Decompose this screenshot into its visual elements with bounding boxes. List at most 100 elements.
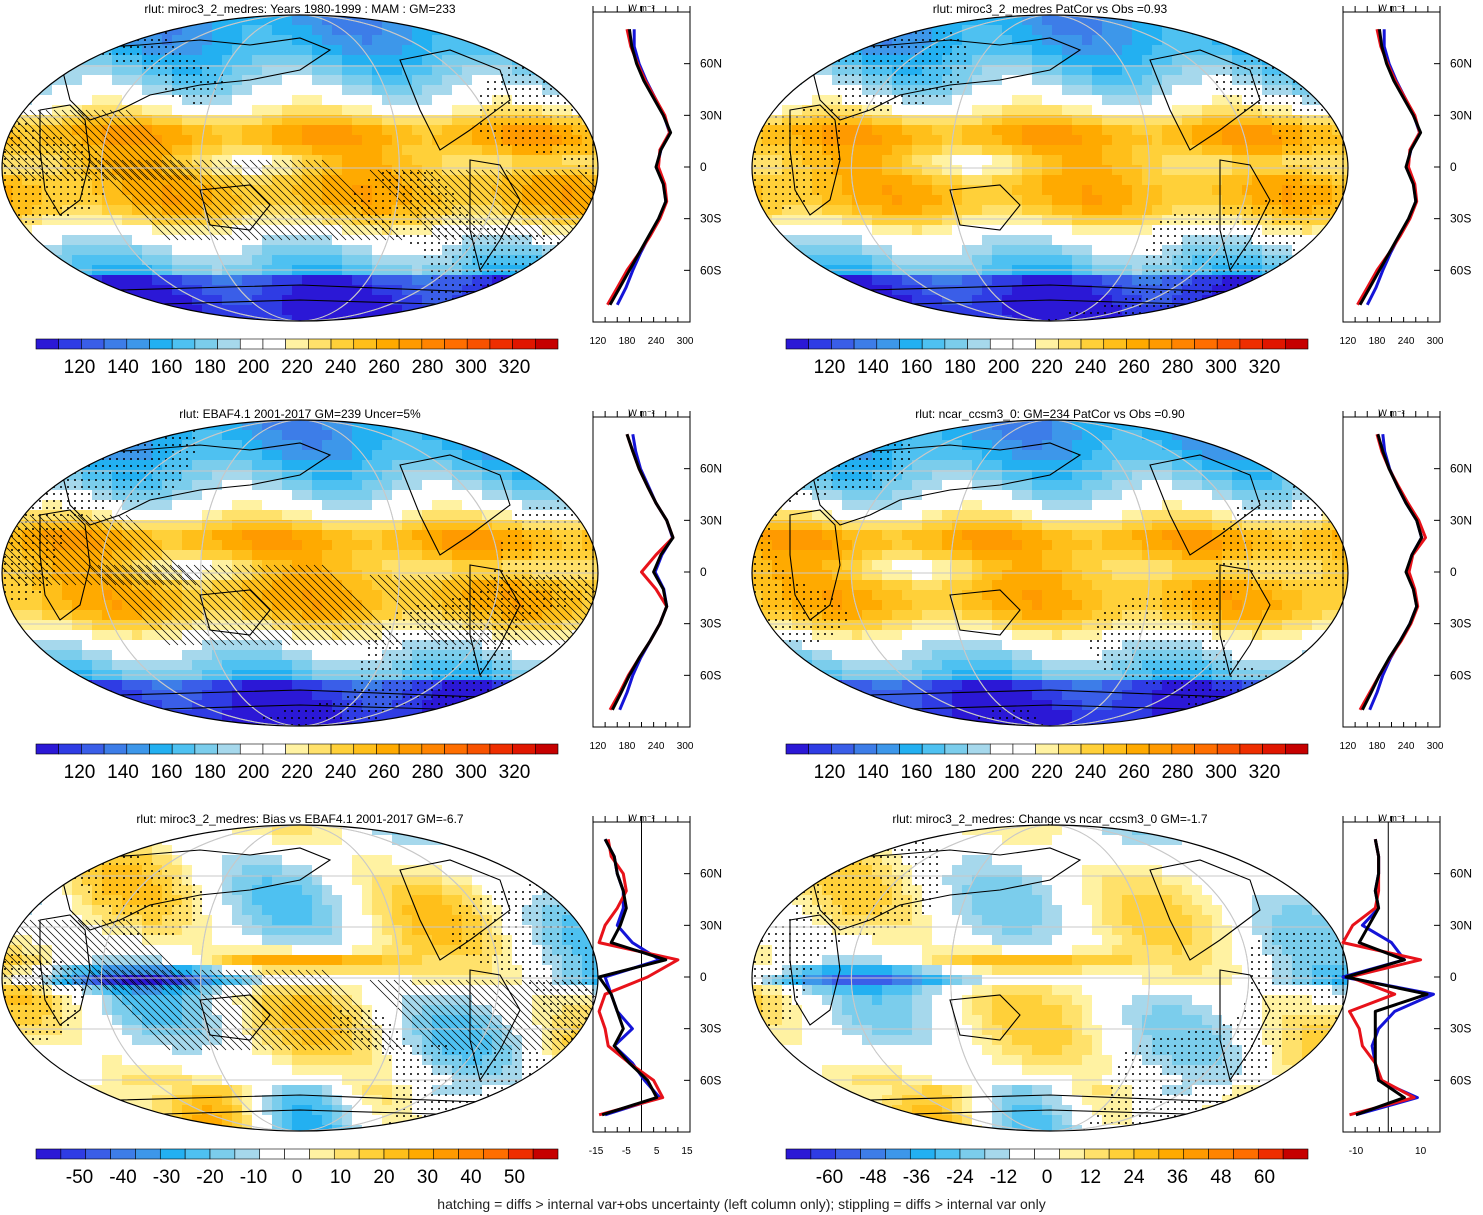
colorbar-swatch <box>989 338 1014 350</box>
colorbar-swatch <box>1282 1148 1309 1160</box>
colorbar-label: 240 <box>325 762 357 783</box>
zonal-x-tick-label: 240 <box>1398 741 1415 752</box>
lat-tick-label: 30S <box>1450 212 1471 226</box>
colorbar-label: 12 <box>1080 1167 1101 1188</box>
colorbar-swatch <box>309 1148 335 1160</box>
lat-tick-label: 60S <box>700 668 721 682</box>
colorbar-label: 300 <box>455 357 487 378</box>
colorbar-swatch <box>444 743 468 755</box>
colorbar-swatch <box>285 338 309 350</box>
zonal-x-tick-label: 300 <box>1427 336 1444 347</box>
colorbar-label: -20 <box>196 1167 223 1188</box>
lat-tick-label: 30N <box>1450 918 1472 932</box>
colorbar-swatch <box>126 338 150 350</box>
lat-tick-label: 60N <box>1450 57 1472 71</box>
colorbar-label: -36 <box>903 1167 930 1188</box>
chart-panel-1: rlut: miroc3_2_medres: Years 1980-1999 :… <box>0 0 740 400</box>
colorbar-label: 200 <box>238 357 270 378</box>
chart-panel-3: rlut: EBAF4.1 2001-2017 GM=239 Uncer=5% 1… <box>0 405 740 805</box>
colorbar-label: 220 <box>1031 357 1063 378</box>
chart-panel-4: rlut: ncar_ccsm3_0: GM=234 PatCor vs Obs… <box>750 405 1483 805</box>
chart-panel-5: rlut: miroc3_2_medres: Bias vs EBAF4.1 2… <box>0 810 740 1210</box>
colorbar-label: 320 <box>499 357 531 378</box>
colorbar-swatch <box>103 743 128 755</box>
colorbar-label: 160 <box>151 357 183 378</box>
lat-tick-label: 30N <box>1450 513 1472 527</box>
panel-title: rlut: miroc3_2_medres PatCor vs Obs =0.9… <box>932 2 1168 16</box>
colorbar-swatch <box>1059 1148 1085 1160</box>
colorbar-swatch <box>967 338 991 350</box>
colorbar-swatch <box>1080 338 1105 350</box>
colorbar-swatch <box>408 1148 435 1160</box>
colorbar-swatch <box>944 743 968 755</box>
map-outline <box>751 419 1349 727</box>
zonal-line-model <box>1344 838 1429 1117</box>
panel-title: rlut: EBAF4.1 2001-2017 GM=239 Uncer=5% <box>179 407 421 421</box>
colorbar-swatch <box>507 1148 534 1160</box>
lat-tick-label: 0 <box>1450 970 1457 984</box>
colorbar: 120 140 160 180 200 220 240 260 280 300 320 <box>35 338 559 378</box>
colorbar-swatch <box>1148 743 1173 755</box>
colorbar-swatch <box>831 743 855 755</box>
colorbar-swatch <box>1126 743 1150 755</box>
colorbar-label: 30 <box>417 1167 438 1188</box>
zonal-x-tick-label: -15 <box>589 1146 604 1157</box>
colorbar-swatch <box>421 338 445 350</box>
colorbar-swatch <box>899 338 923 350</box>
colorbar-swatch <box>1183 1148 1209 1160</box>
colorbar-label: 24 <box>1123 1167 1145 1188</box>
colorbar-label: 10 <box>330 1167 351 1188</box>
lat-tick-label: 60N <box>1450 867 1472 881</box>
lat-tick-label: 60S <box>1450 263 1471 277</box>
panel-figure: -60 -48 -36 -24 -12 0 12 24 36 48 60 W m⁻² 60N 30N 0 30… <box>751 813 1472 1188</box>
zonal-mean-plot: W m⁻² 60N 30N 0 30S 60S 120 180 240 300 <box>1340 408 1473 752</box>
colorbar-swatch <box>1080 743 1105 755</box>
colorbar-swatch <box>876 338 900 350</box>
figure-footer: hatching = diffs > internal var+obs unce… <box>437 1196 1046 1212</box>
zonal-unit-label: W m⁻² <box>1378 408 1404 418</box>
colorbar-label: 140 <box>107 357 139 378</box>
zonal-unit-label: W m⁻² <box>628 408 654 418</box>
lat-tick-label: 0 <box>1450 565 1457 579</box>
map-field <box>752 825 1348 1131</box>
colorbar-swatch <box>358 1148 385 1160</box>
lat-tick-label: 60N <box>700 462 722 476</box>
chart-panel-6: rlut: miroc3_2_medres: Change vs ncar_cc… <box>750 810 1483 1210</box>
zonal-line-model <box>597 838 668 1117</box>
colorbar-label: 160 <box>151 762 183 783</box>
lat-tick-label: 60N <box>1450 462 1472 476</box>
colorbar-label: 220 <box>281 762 313 783</box>
colorbar-swatch <box>1171 743 1195 755</box>
colorbar-swatch <box>535 338 559 350</box>
colorbar-swatch <box>909 1148 936 1160</box>
panel-figure: 120 140 160 180 200 220 240 260 280 300 320 W m⁻² 60… <box>1 408 722 783</box>
colorbar: -50 -40 -30 -20 -10 0 10 20 30 40 50 <box>35 1148 559 1188</box>
colorbar-swatch <box>1257 1148 1284 1160</box>
colorbar-swatch <box>458 1148 484 1160</box>
colorbar-label: 220 <box>281 357 313 378</box>
zonal-x-tick-label: 240 <box>648 741 665 752</box>
zonal-x-tick-label: 120 <box>590 741 607 752</box>
colorbar-label: -30 <box>153 1167 180 1188</box>
zonal-line-obs-blue <box>1365 29 1422 306</box>
colorbar-swatch <box>1216 743 1241 755</box>
colorbar-swatch <box>885 1148 911 1160</box>
zonal-line-obs-red <box>1341 838 1423 1117</box>
colorbar-swatch <box>81 743 105 755</box>
colorbar-swatch <box>35 338 59 350</box>
colorbar-swatch <box>1158 1148 1185 1160</box>
zonal-line-model <box>608 28 673 306</box>
colorbar-swatch <box>284 1148 310 1160</box>
colorbar-swatch <box>512 743 536 755</box>
colorbar-swatch <box>135 1148 161 1160</box>
colorbar-label: 300 <box>1205 762 1237 783</box>
colorbar-swatch <box>85 1148 111 1160</box>
colorbar-swatch <box>1208 1148 1234 1160</box>
colorbar-label: 200 <box>988 762 1020 783</box>
colorbar-label: 36 <box>1167 1167 1188 1188</box>
zonal-mean-frame <box>592 11 691 323</box>
lat-tick-label: 30S <box>1450 617 1471 631</box>
colorbar-label: 260 <box>1118 762 1150 783</box>
zonal-mean-frame <box>1342 11 1441 323</box>
colorbar: 120 140 160 180 200 220 240 260 280 300 320 <box>785 743 1309 783</box>
